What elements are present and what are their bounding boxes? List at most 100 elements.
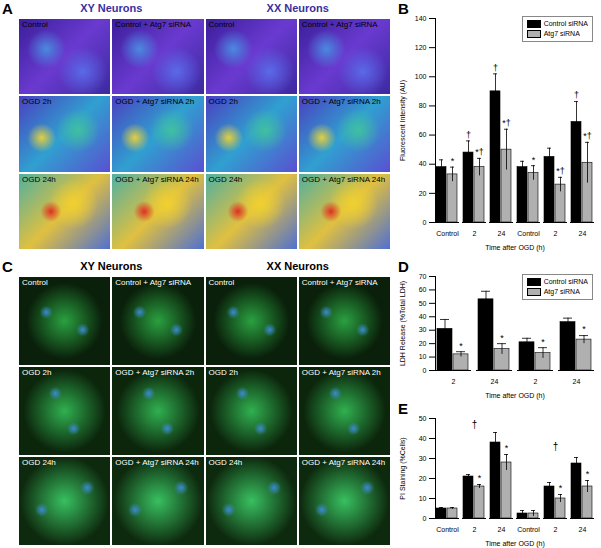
svg-text:Time after OGD (h): Time after OGD (h) (485, 540, 545, 548)
html-text:OGD 24h: OGD 24h (22, 174, 56, 184)
svg-text:0: 0 (423, 367, 427, 374)
svg-text:†: † (574, 90, 579, 100)
html-text:Control + Atg7 siRNA: Control + Atg7 siRNA (301, 20, 378, 29)
html-text:Control: Control (208, 278, 235, 287)
html-text:Atg7 siRNA: Atg7 siRNA (543, 288, 580, 295)
svg-text:Control: Control (517, 230, 540, 237)
svg-text:†: † (472, 419, 478, 430)
svg-text:*†: *† (475, 147, 484, 157)
html-text:OGD + Atg7 siRNA 2h: OGD + Atg7 siRNA 2h (115, 368, 195, 377)
svg-text:40: 40 (419, 160, 427, 167)
svg-text:LDH Release (%Total LDH): LDH Release (%Total LDH) (399, 281, 407, 366)
html-text:E: E (398, 400, 408, 417)
svg-text:24: 24 (579, 230, 587, 237)
html-text:XX Neurons: XX Neurons (266, 260, 329, 272)
svg-text:50: 50 (419, 415, 427, 422)
svg-text:2: 2 (452, 378, 456, 385)
html-text:Control: Control (22, 278, 48, 287)
html-text:OGD + Atg7 siRNA 24h: OGD + Atg7 siRNA 24h (301, 174, 386, 184)
svg-text:24: 24 (579, 526, 587, 533)
svg-text:*: * (459, 341, 463, 351)
svg-text:Control: Control (436, 526, 459, 533)
svg-text:*: * (532, 155, 536, 165)
html-text:A: A (2, 0, 13, 17)
svg-text:*: * (559, 483, 563, 493)
svg-text:Control: Control (517, 526, 540, 533)
html-text:Control siRNA: Control siRNA (543, 20, 588, 27)
html-text:OGD 2h: OGD 2h (208, 368, 238, 377)
svg-text:100: 100 (415, 73, 427, 80)
svg-text:0: 0 (423, 515, 427, 522)
svg-text:10: 10 (419, 353, 427, 360)
html-text:OGD 24h: OGD 24h (208, 174, 243, 184)
svg-text:24: 24 (491, 378, 499, 385)
svg-text:*: * (582, 324, 586, 334)
html-text:OGD 24h: OGD 24h (208, 458, 243, 467)
html-text:XY Neurons: XY Neurons (80, 260, 143, 272)
html-text:Atg7 siRNA: Atg7 siRNA (543, 30, 580, 37)
svg-text:*: * (586, 469, 590, 479)
html-text:OGD 24h: OGD 24h (22, 458, 56, 467)
svg-text:2: 2 (554, 230, 558, 237)
html-text:OGD + Atg7 siRNA 2h: OGD + Atg7 siRNA 2h (301, 368, 381, 377)
svg-text:60: 60 (419, 131, 427, 138)
svg-text:120: 120 (415, 44, 427, 51)
html-text:XY Neurons: XY Neurons (80, 2, 143, 14)
svg-text:†: † (493, 63, 498, 73)
html-text:OGD 2h: OGD 2h (208, 97, 238, 107)
svg-text:20: 20 (419, 475, 427, 482)
svg-text:*†: *† (583, 131, 592, 141)
svg-text:24: 24 (498, 526, 506, 533)
svg-text:*: * (541, 337, 545, 347)
html-text:OGD 2h: OGD 2h (22, 368, 52, 377)
svg-text:80: 80 (419, 102, 427, 109)
svg-text:*†: *† (556, 166, 565, 176)
svg-text:20: 20 (419, 190, 427, 197)
html-text:XX Neurons: XX Neurons (266, 2, 329, 14)
html-text:Control: Control (208, 20, 235, 29)
html-text:OGD + Atg7 siRNA 24h: OGD + Atg7 siRNA 24h (301, 458, 386, 467)
svg-text:Control: Control (436, 230, 459, 237)
html-text:Control siRNA: Control siRNA (543, 278, 588, 285)
html-text:C: C (2, 258, 13, 275)
html-text:B: B (398, 0, 409, 17)
svg-text:Time after OGD (h): Time after OGD (h) (485, 392, 545, 400)
svg-text:†: † (466, 130, 471, 140)
svg-text:20: 20 (419, 340, 427, 347)
svg-text:*: * (505, 443, 509, 453)
svg-text:*: * (451, 156, 455, 166)
svg-text:*: * (500, 333, 504, 343)
svg-text:2: 2 (534, 378, 538, 385)
svg-text:30: 30 (419, 455, 427, 462)
svg-text:Fluorescent Intensity (AU): Fluorescent Intensity (AU) (399, 80, 407, 161)
html-text:OGD + Atg7 siRNA 24h: OGD + Atg7 siRNA 24h (115, 458, 199, 467)
svg-text:50: 50 (419, 300, 427, 307)
html-text:Control + Atg7 siRNA: Control + Atg7 siRNA (115, 20, 192, 29)
html-text:D: D (398, 258, 409, 275)
svg-text:PI Staining (%Cells): PI Staining (%Cells) (399, 437, 407, 499)
svg-text:10: 10 (419, 495, 427, 502)
svg-text:40: 40 (419, 435, 427, 442)
svg-text:60: 60 (419, 286, 427, 293)
svg-text:*: * (478, 473, 482, 483)
svg-text:30: 30 (419, 326, 427, 333)
html-text:Control: Control (22, 20, 48, 29)
svg-text:2: 2 (473, 230, 477, 237)
svg-text:0: 0 (423, 219, 427, 226)
html-text:Control + Atg7 siRNA: Control + Atg7 siRNA (301, 278, 378, 287)
svg-text:70: 70 (419, 273, 427, 280)
svg-text:2: 2 (554, 526, 558, 533)
html-text:OGD + Atg7 siRNA 2h: OGD + Atg7 siRNA 2h (301, 97, 381, 107)
svg-text:*†: *† (502, 118, 511, 128)
svg-text:24: 24 (573, 378, 581, 385)
html-text:OGD + Atg7 siRNA 24h: OGD + Atg7 siRNA 24h (115, 174, 199, 184)
html-text:OGD + Atg7 siRNA 2h: OGD + Atg7 siRNA 2h (115, 97, 195, 107)
svg-text:140: 140 (415, 15, 427, 22)
svg-text:24: 24 (498, 230, 506, 237)
svg-text:Time after OGD (h): Time after OGD (h) (485, 244, 545, 252)
svg-text:2: 2 (473, 526, 477, 533)
html-text:OGD 2h: OGD 2h (22, 97, 52, 107)
svg-text:40: 40 (419, 313, 427, 320)
svg-text:†: † (553, 441, 559, 452)
html-text:Control + Atg7 siRNA: Control + Atg7 siRNA (115, 278, 192, 287)
